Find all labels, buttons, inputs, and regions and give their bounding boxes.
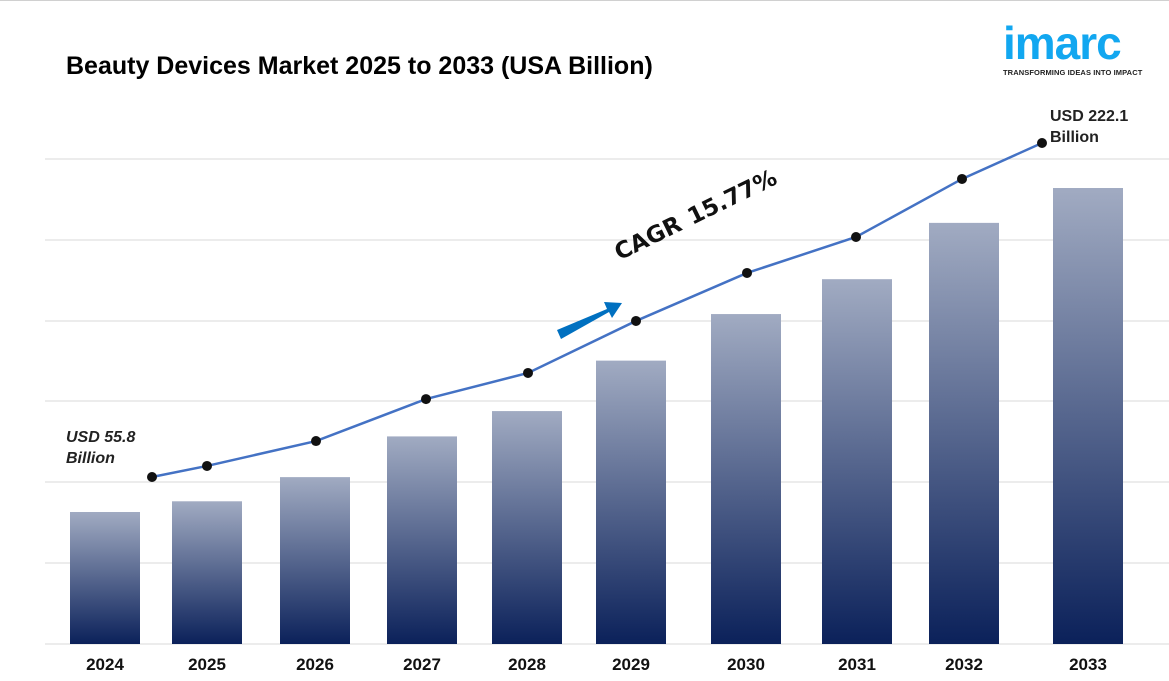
start-value-line2: Billion [66, 450, 115, 467]
x-tick-label: 2025 [188, 655, 226, 674]
line-point-2033 [1037, 138, 1047, 148]
logo-tagline: TRANSFORMING IDEAS INTO IMPACT [1003, 68, 1143, 77]
x-tick-label: 2031 [838, 655, 876, 674]
x-tick-label: 2026 [296, 655, 334, 674]
cagr-arrow [557, 302, 622, 339]
start-value-line1: USD 55.8 [66, 429, 136, 446]
bar-2027 [387, 436, 457, 644]
x-tick-label: 2033 [1069, 655, 1107, 674]
line-point-2030 [742, 267, 752, 278]
line-point-2025 [202, 460, 212, 471]
x-tick-label: 2029 [612, 655, 650, 674]
line-point-2032 [957, 173, 967, 184]
line-point-2028 [523, 367, 533, 378]
x-tick-label: 2027 [403, 655, 441, 674]
trend-line [151, 141, 1043, 479]
bar-2031 [822, 279, 892, 644]
bar-2029 [596, 360, 666, 644]
top-border [0, 0, 1169, 1]
bar-2026 [280, 477, 350, 644]
line-point-2024 [147, 472, 157, 482]
x-tick-label: 2028 [508, 655, 546, 674]
line-point-2031 [851, 231, 861, 242]
logo-wordmark: imarc [1003, 17, 1122, 69]
bar-2025 [172, 501, 242, 644]
bar-2032 [929, 222, 999, 644]
imarc-logo: imarc TRANSFORMING IDEAS INTO IMPACT [1003, 20, 1163, 77]
bar-2028 [492, 411, 562, 644]
bar-2030 [711, 314, 781, 644]
start-value-label: USD 55.8 Billion [66, 427, 135, 469]
end-value-line2: Billion [1050, 129, 1099, 146]
bar-2033 [1053, 188, 1123, 644]
line-point-2027 [421, 394, 431, 405]
x-tick-label: 2030 [727, 655, 765, 674]
end-value-line1: USD 222.1 [1050, 108, 1129, 125]
x-tick-label: 2024 [86, 655, 124, 674]
bar-2024 [70, 512, 140, 644]
end-value-label: USD 222.1 Billion [1050, 106, 1128, 148]
chart-title: Beauty Devices Market 2025 to 2033 (USA … [66, 52, 653, 80]
line-point-2026 [311, 436, 321, 447]
line-point-2029 [631, 315, 641, 326]
x-tick-label: 2032 [945, 655, 983, 674]
